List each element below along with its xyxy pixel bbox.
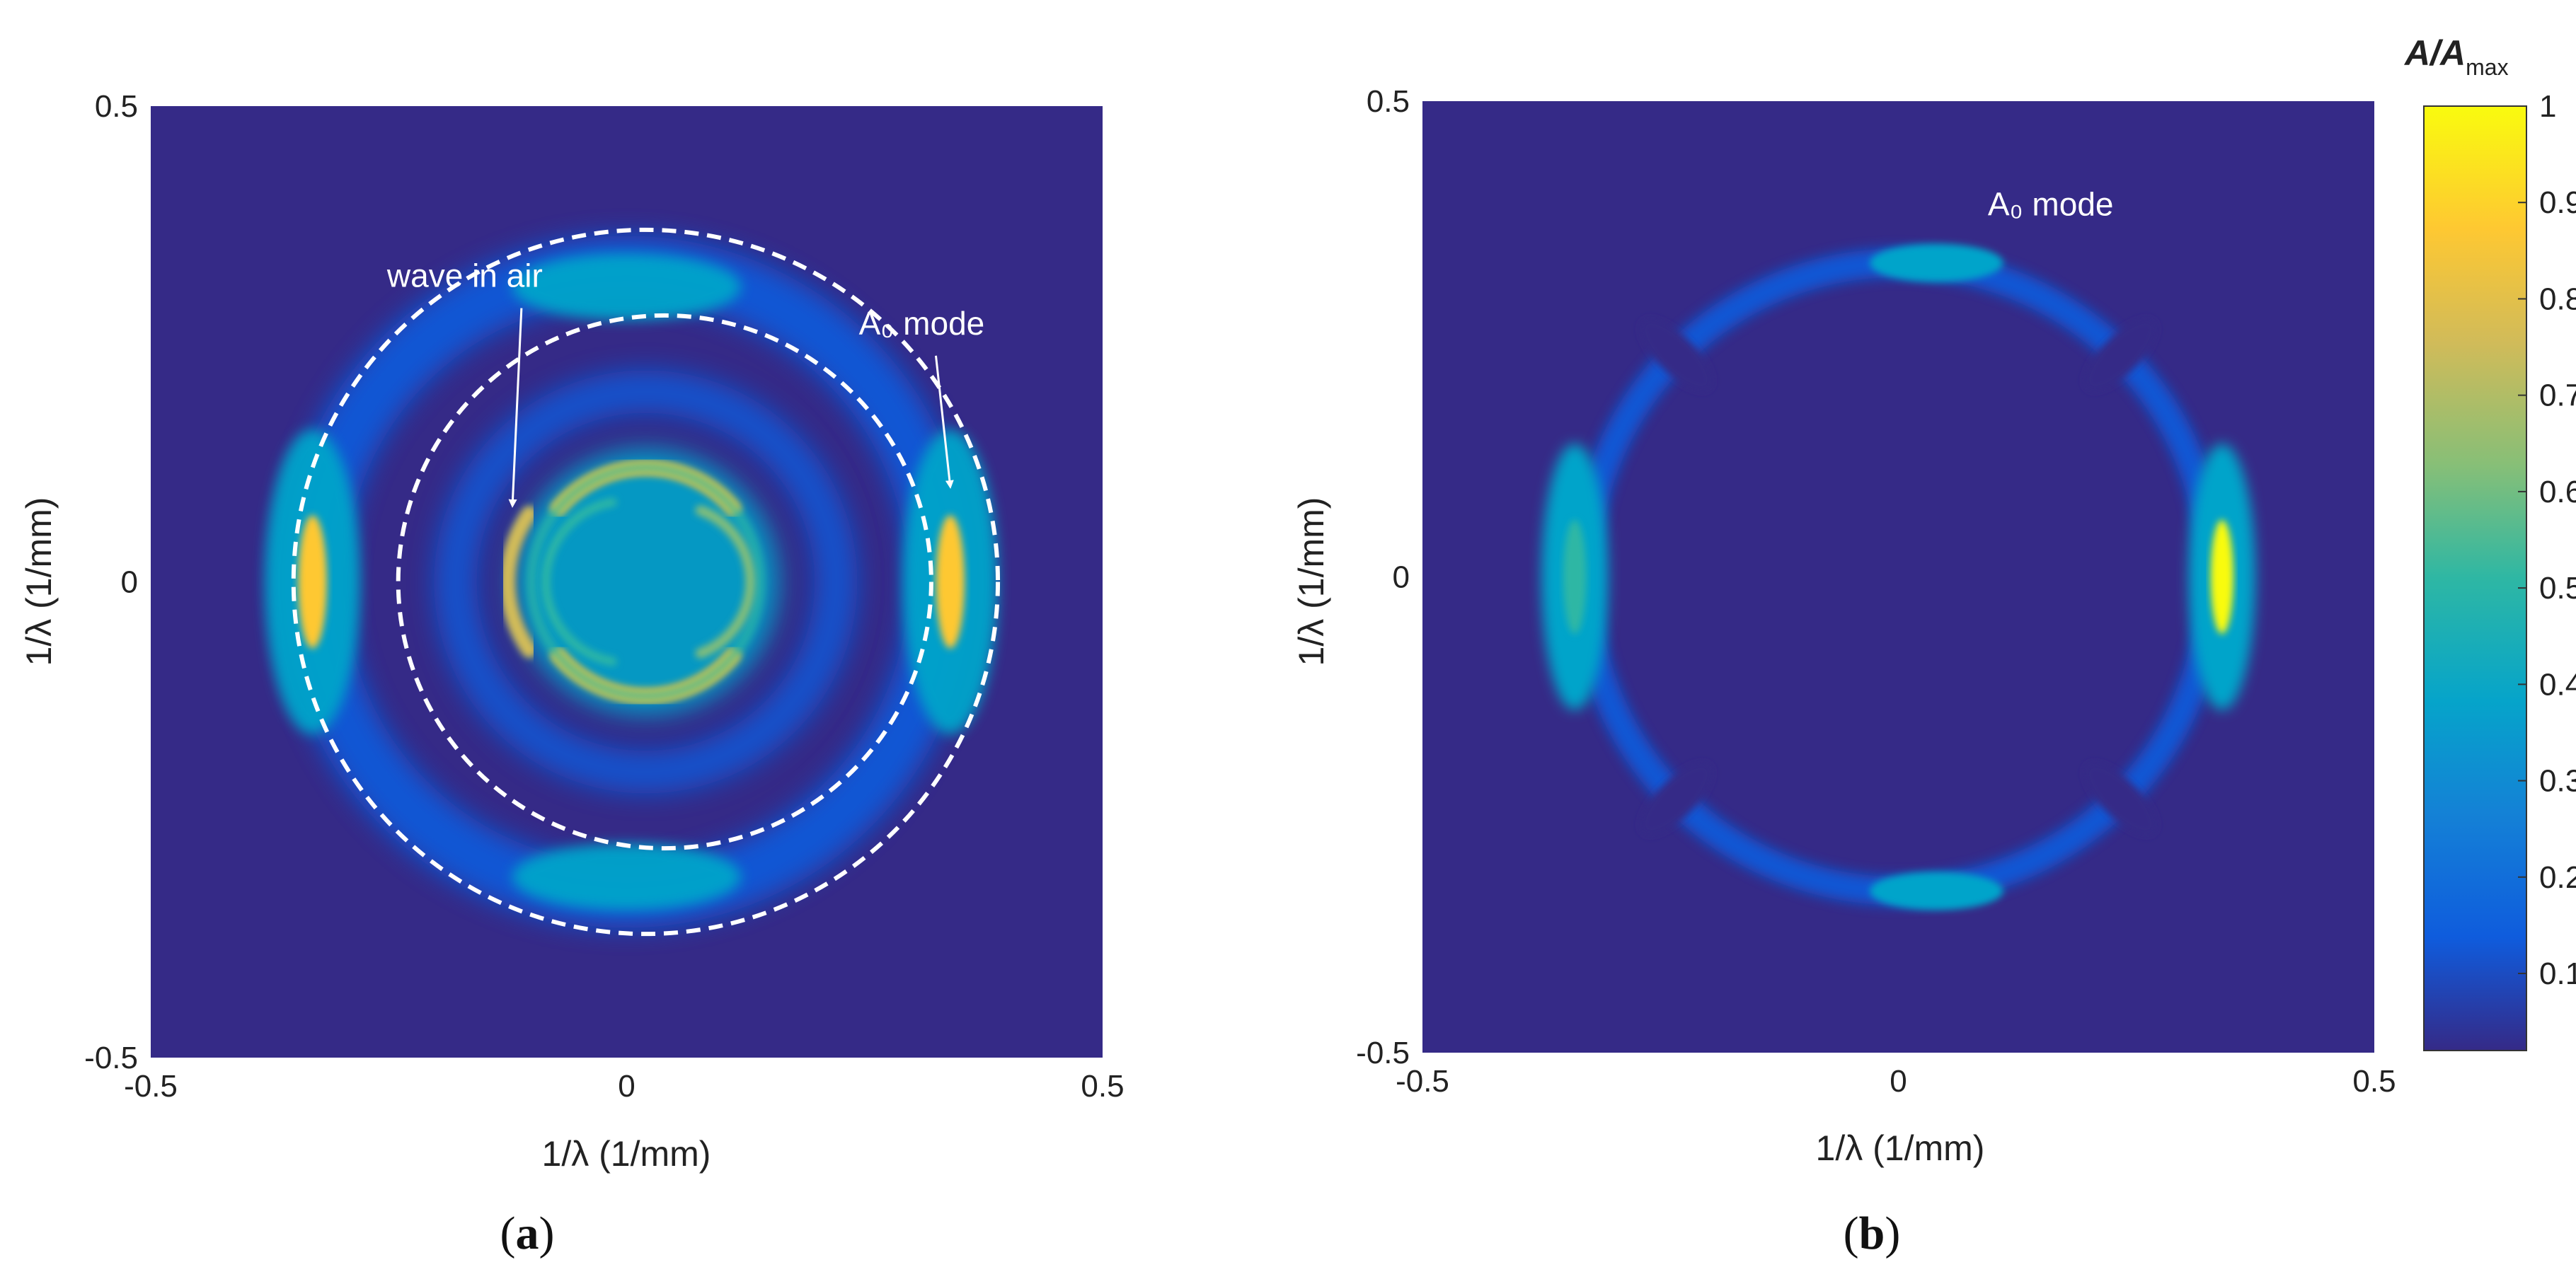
colorbar-title-subscript: max: [2466, 54, 2508, 80]
panel-b-ticks: -0.5 0 0.5 0.5 0 -0.5: [1356, 84, 2396, 1099]
guide-circle-0: [291, 227, 1001, 937]
panel-a-label-letter: a: [516, 1208, 539, 1259]
panel-b-annotations: A₀ mode: [1988, 185, 2114, 222]
a0-right-lobe-core: [936, 515, 965, 649]
x-tick-label: 0: [1890, 1064, 1907, 1099]
y-tick-label: 0: [1393, 560, 1410, 595]
guide-circle-1: [396, 313, 933, 851]
annotation-0: wave in air: [386, 258, 543, 294]
colorbar-tick-label: 1: [2539, 89, 2556, 124]
x-tick-label: 0.5: [2352, 1064, 2396, 1099]
colorbar-tick-label: 0.6: [2539, 475, 2576, 509]
y-tick-label: -0.5: [84, 1041, 138, 1075]
b-ring-gap-2: [1640, 763, 1713, 835]
b-right-lobe-core: [2210, 519, 2233, 635]
colorbar-tick-label: 0.1: [2539, 956, 2576, 991]
x-tick-label: -0.5: [124, 1069, 178, 1104]
panel-a: wave in air A₀ mode -0.5 0 0.5 0.5 0 -0.5 1/λ …: [19, 89, 1125, 1259]
colorbar-ticks: 1 0.9 0.8 0.7 0.6 0.5 0.4 0.3 0.2 0.1: [2518, 89, 2576, 991]
colorbar-gradient: [2423, 105, 2527, 1051]
colorbar-tick-label: 0.2: [2539, 860, 2576, 895]
y-tick-label: 0.5: [1367, 84, 1410, 119]
air-inner-arc: [695, 505, 756, 659]
colorbar-tick-label: 0.8: [2539, 282, 2576, 316]
panel-a-label: (a): [500, 1208, 555, 1259]
colorbar: 1 0.9 0.8 0.7 0.6 0.5 0.4 0.3 0.2 0.1 A/Amax: [2403, 33, 2576, 1051]
annotation-arrow-0: [508, 308, 523, 508]
y-tick-label: 0.5: [95, 89, 138, 124]
panel-b-x-axis-label: 1/λ (1/mm): [1816, 1128, 1985, 1168]
b-ring-gap-1: [1640, 318, 1713, 391]
panel-b-y-axis-label: 1/λ (1/mm): [1292, 497, 1331, 666]
panel-a-ticks: -0.5 0 0.5 0.5 0 -0.5: [84, 89, 1124, 1104]
annotation-1: A₀ mode: [859, 305, 985, 342]
y-tick-label: -0.5: [1356, 1036, 1410, 1070]
x-tick-label: 0: [618, 1069, 635, 1104]
panel-b-label: (b): [1844, 1208, 1901, 1259]
annotation-0: A₀ mode: [1988, 185, 2114, 222]
inner-halo: [434, 370, 858, 794]
b-ring-gap-0: [2084, 318, 2157, 391]
colorbar-title: A/Amax: [2403, 33, 2509, 80]
panel-a-x-axis-label: 1/λ (1/mm): [542, 1134, 711, 1174]
x-tick-label: -0.5: [1396, 1064, 1449, 1099]
colorbar-tick-label: 0.3: [2539, 764, 2576, 799]
x-tick-label: 0.5: [1081, 1069, 1124, 1104]
colorbar-tick-label: 0.4: [2539, 667, 2576, 702]
panel-a-y-axis-label: 1/λ (1/mm): [19, 497, 59, 666]
b-left-lobe-core: [1563, 519, 1587, 635]
b-ring-gap-3: [2084, 763, 2157, 835]
air-inner-left-arc: [541, 497, 617, 666]
colorbar-tick-label: 0.5: [2539, 571, 2576, 606]
a0-bottom-lobe: [512, 843, 741, 910]
a0-left-lobe-core: [298, 515, 327, 649]
colorbar-title-main: A/A: [2403, 33, 2466, 73]
panel-a-annotations: wave in air A₀ mode: [386, 258, 985, 508]
center-disc-glow: [512, 449, 779, 715]
b-bottom-lobe: [1870, 872, 2003, 910]
colorbar-tick-label: 0.7: [2539, 378, 2576, 413]
colorbar-tick-label: 0.9: [2539, 185, 2576, 220]
panel-b-heatmap: [1541, 243, 2255, 910]
air-ring-left-arc: [500, 506, 537, 658]
panel-a-guide-circles: [291, 227, 1001, 937]
panel-b: A₀ mode -0.5 0 0.5 0.5 0 -0.5 1/λ (1/mm) 1/λ …: [1292, 84, 2396, 1259]
panel-a-heatmap: [265, 236, 999, 928]
panel-b-label-letter: b: [1859, 1208, 1885, 1259]
air-ring-full: [527, 463, 765, 701]
y-tick-label: 0: [121, 565, 138, 600]
a0-top-lobe: [512, 253, 741, 320]
b-top-lobe: [1870, 243, 2003, 282]
annotation-arrow-1: [934, 355, 954, 489]
